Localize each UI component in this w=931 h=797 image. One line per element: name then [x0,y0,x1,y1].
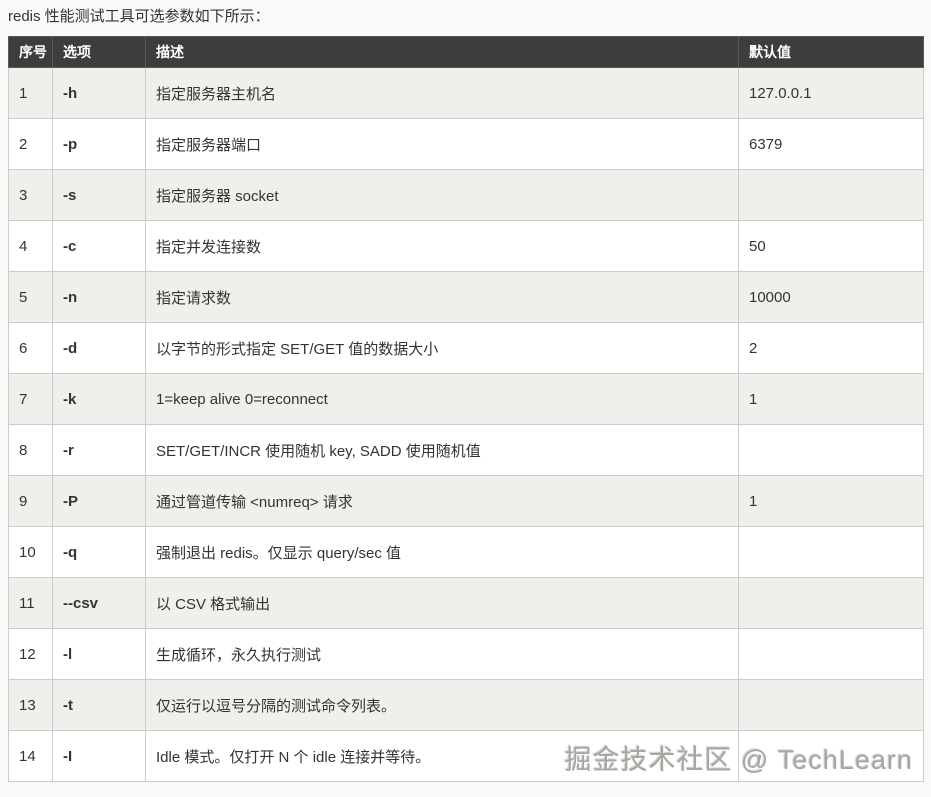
cell-description: 以 CSV 格式输出 [145,577,739,629]
table-row: 10 -q 强制退出 redis。仅显示 query/sec 值 [8,526,924,578]
cell-description: Idle 模式。仅打开 N 个 idle 连接并等待。 [145,730,739,782]
cell-default [738,679,924,731]
cell-no: 3 [8,169,53,221]
table-body: 1 -h 指定服务器主机名 127.0.0.1 2 -p 指定服务器端口 637… [8,67,924,782]
table-header-row: 序号 选项 描述 默认值 [8,36,924,68]
table-row: 11 --csv 以 CSV 格式输出 [8,577,924,629]
table-row: 6 -d 以字节的形式指定 SET/GET 值的数据大小 2 [8,322,924,374]
cell-default: 127.0.0.1 [738,67,924,119]
page-title: redis 性能测试工具可选参数如下所示： [8,8,270,25]
cell-no: 1 [8,67,53,119]
cell-option: -p [52,118,146,170]
cell-description: 指定请求数 [145,271,739,323]
cell-no: 10 [8,526,53,578]
table-row: 14 -I Idle 模式。仅打开 N 个 idle 连接并等待。 [8,730,924,782]
cell-no: 13 [8,679,53,731]
cell-option: -l [52,628,146,680]
cell-default: 1 [738,475,924,527]
redis-params-table: 序号 选项 描述 默认值 1 -h 指定服务器主机名 127.0.0.1 2 -… [8,36,924,782]
cell-no: 7 [8,373,53,425]
cell-default [738,577,924,629]
table-row: 13 -t 仅运行以逗号分隔的测试命令列表。 [8,679,924,731]
cell-no: 12 [8,628,53,680]
column-header-default: 默认值 [738,36,924,68]
cell-description: 指定服务器端口 [145,118,739,170]
cell-no: 11 [8,577,53,629]
cell-default [738,526,924,578]
cell-description: 指定服务器 socket [145,169,739,221]
cell-option: -d [52,322,146,374]
column-header-description: 描述 [145,36,739,68]
cell-option: --csv [52,577,146,629]
cell-option: -h [52,67,146,119]
cell-no: 4 [8,220,53,272]
cell-option: -I [52,730,146,782]
cell-default: 2 [738,322,924,374]
column-header-option: 选项 [52,36,146,68]
cell-option: -k [52,373,146,425]
cell-default: 6379 [738,118,924,170]
table-row: 3 -s 指定服务器 socket [8,169,924,221]
cell-default: 1 [738,373,924,425]
cell-no: 6 [8,322,53,374]
table-row: 9 -P 通过管道传输 <numreq> 请求 1 [8,475,924,527]
cell-description: 指定服务器主机名 [145,67,739,119]
cell-no: 5 [8,271,53,323]
cell-default: 10000 [738,271,924,323]
table-row: 5 -n 指定请求数 10000 [8,271,924,323]
cell-default [738,730,924,782]
cell-no: 9 [8,475,53,527]
table-row: 2 -p 指定服务器端口 6379 [8,118,924,170]
cell-option: -t [52,679,146,731]
cell-description: 以字节的形式指定 SET/GET 值的数据大小 [145,322,739,374]
cell-option: -q [52,526,146,578]
cell-option: -r [52,424,146,476]
cell-description: 生成循环，永久执行测试 [145,628,739,680]
cell-no: 2 [8,118,53,170]
cell-option: -P [52,475,146,527]
cell-default [738,169,924,221]
cell-description: 1=keep alive 0=reconnect [145,373,739,425]
cell-default: 50 [738,220,924,272]
cell-description: 仅运行以逗号分隔的测试命令列表。 [145,679,739,731]
table-row: 4 -c 指定并发连接数 50 [8,220,924,272]
cell-default [738,628,924,680]
table-row: 8 -r SET/GET/INCR 使用随机 key, SADD 使用随机值 [8,424,924,476]
cell-no: 14 [8,730,53,782]
cell-default [738,424,924,476]
cell-description: 指定并发连接数 [145,220,739,272]
cell-option: -n [52,271,146,323]
table-row: 7 -k 1=keep alive 0=reconnect 1 [8,373,924,425]
cell-no: 8 [8,424,53,476]
cell-description: 通过管道传输 <numreq> 请求 [145,475,739,527]
cell-option: -c [52,220,146,272]
cell-description: 强制退出 redis。仅显示 query/sec 值 [145,526,739,578]
table-row: 12 -l 生成循环，永久执行测试 [8,628,924,680]
table-row: 1 -h 指定服务器主机名 127.0.0.1 [8,67,924,119]
cell-option: -s [52,169,146,221]
cell-description: SET/GET/INCR 使用随机 key, SADD 使用随机值 [145,424,739,476]
column-header-no: 序号 [8,36,53,68]
